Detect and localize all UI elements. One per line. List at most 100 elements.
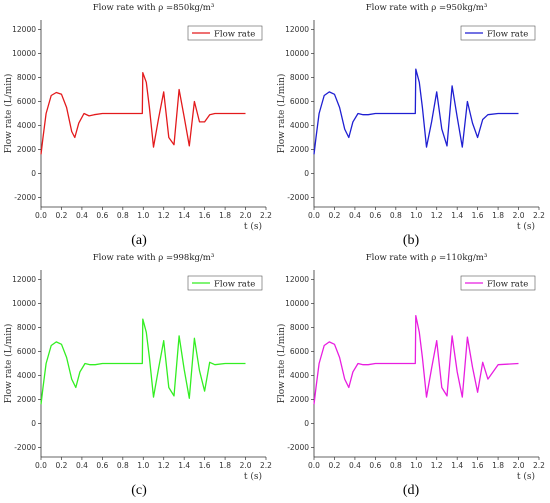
x-tick-label: 1.4 <box>178 461 190 470</box>
legend-box <box>187 25 263 41</box>
x-tick-label: 1.8 <box>219 461 231 470</box>
x-tick-label: 0.0 <box>35 461 47 470</box>
y-tick-label: -2000 <box>14 443 36 452</box>
x-axis-label: t (s) <box>244 221 262 232</box>
y-tick-label: 10000 <box>12 299 36 308</box>
legend-box <box>460 275 536 291</box>
x-tick-label: 0.8 <box>390 461 402 470</box>
x-tick-label: 0.4 <box>349 211 361 220</box>
y-tick-label: 10000 <box>285 49 309 58</box>
x-tick-label: 2.0 <box>240 461 252 470</box>
y-tick-label: 12000 <box>285 275 309 284</box>
chart-title: Flow rate with ρ =850kg/m³ <box>93 3 215 13</box>
y-tick-label: 0 <box>304 169 309 178</box>
x-tick-label: 0.6 <box>96 211 108 220</box>
y-tick-label: 10000 <box>285 299 309 308</box>
y-tick-label: 12000 <box>285 25 309 34</box>
x-tick-label: 0.2 <box>55 461 67 470</box>
y-tick-label: 4000 <box>290 371 309 380</box>
x-axis-label: t (s) <box>517 221 535 232</box>
x-tick-label: 1.2 <box>431 211 443 220</box>
y-tick-label: 12000 <box>12 275 36 284</box>
x-tick-label: 2.2 <box>533 461 545 470</box>
y-axis-label: Flow rate (L/min) <box>3 324 14 404</box>
x-tick-label: 1.6 <box>472 211 484 220</box>
flow-rate-line <box>313 314 519 405</box>
chart-panel-a: Flow rate with ρ =850kg/m³ 0.0 0.2 0.4 0.6 0.… <box>0 0 272 232</box>
y-tick-label: 6000 <box>290 347 309 356</box>
y-tick-label: -2000 <box>287 193 309 202</box>
legend-label: Flow rate <box>487 280 528 290</box>
legend-label: Flow rate <box>487 30 528 40</box>
legend-label: Flow rate <box>214 30 255 40</box>
x-tick-label: 1.0 <box>137 461 149 470</box>
x-tick-label: 0.0 <box>308 211 320 220</box>
y-tick-label: -2000 <box>287 443 309 452</box>
legend-box <box>187 275 263 291</box>
x-tick-label: 0.8 <box>390 211 402 220</box>
flow-rate-line <box>40 72 246 155</box>
x-tick-label: 1.6 <box>472 461 484 470</box>
x-tick-label: 0.6 <box>369 461 381 470</box>
chart-svg: Flow rate with ρ =850kg/m³ 0.0 0.2 0.4 0.6 0.… <box>3 3 272 232</box>
y-tick-label: 10000 <box>12 49 36 58</box>
x-tick-label: 1.8 <box>219 211 231 220</box>
panel-label-c: (c) <box>131 483 147 498</box>
x-tick-label: 2.2 <box>260 211 272 220</box>
y-tick-label: 0 <box>31 169 36 178</box>
x-tick-label: 0.2 <box>328 211 340 220</box>
y-tick-label: 8000 <box>290 73 309 82</box>
panel-label-d: (d) <box>402 483 420 498</box>
x-axis-label: t (s) <box>244 471 262 482</box>
y-tick-label: 12000 <box>12 25 36 34</box>
x-tick-label: 1.0 <box>410 461 422 470</box>
flow-rate-line <box>313 68 519 155</box>
x-tick-label: 0.2 <box>328 461 340 470</box>
flow-rate-line <box>40 318 246 405</box>
y-tick-label: 2000 <box>17 145 36 154</box>
x-tick-label: 0.0 <box>35 211 47 220</box>
x-tick-label: 0.4 <box>349 461 361 470</box>
x-tick-label: 0.4 <box>76 211 88 220</box>
x-tick-label: 1.0 <box>410 211 422 220</box>
y-axis-label: Flow rate (L/min) <box>3 74 14 154</box>
y-tick-label: 8000 <box>17 73 36 82</box>
y-tick-label: 2000 <box>17 395 36 404</box>
y-tick-label: 6000 <box>17 347 36 356</box>
x-tick-label: 0.2 <box>55 211 67 220</box>
y-tick-label: 4000 <box>17 121 36 130</box>
y-axis-label: Flow rate (L/min) <box>276 324 287 404</box>
chart-title: Flow rate with ρ =950kg/m³ <box>366 3 488 13</box>
x-tick-label: 0.8 <box>117 211 129 220</box>
x-axis-label: t (s) <box>517 471 535 482</box>
panel-label-a: (a) <box>131 233 147 248</box>
chart-panel-d: Flow rate with ρ =110kg/m³ 0.0 0.2 0.4 0.6 0.… <box>273 250 545 482</box>
chart-svg: Flow rate with ρ =950kg/m³ 0.0 0.2 0.4 0.6 0.… <box>276 3 545 232</box>
panel-label-b: (b) <box>402 233 420 248</box>
chart-svg: Flow rate with ρ =110kg/m³ 0.0 0.2 0.4 0.6 0.… <box>276 253 545 482</box>
x-tick-label: 1.2 <box>431 461 443 470</box>
x-tick-label: 1.8 <box>492 211 504 220</box>
x-tick-label: 2.0 <box>513 461 525 470</box>
x-tick-label: 1.0 <box>137 211 149 220</box>
chart-panel-b: Flow rate with ρ =950kg/m³ 0.0 0.2 0.4 0.6 0.… <box>273 0 545 232</box>
y-tick-label: 2000 <box>290 145 309 154</box>
x-tick-label: 0.6 <box>96 461 108 470</box>
legend-label: Flow rate <box>214 280 255 290</box>
x-tick-label: 0.4 <box>76 461 88 470</box>
y-tick-label: 8000 <box>17 323 36 332</box>
x-tick-label: 1.2 <box>158 211 170 220</box>
x-tick-label: 1.4 <box>178 211 190 220</box>
x-tick-label: 1.4 <box>451 461 463 470</box>
x-tick-label: 1.2 <box>158 461 170 470</box>
legend-box <box>460 25 536 41</box>
x-tick-label: 0.6 <box>369 211 381 220</box>
x-tick-label: 1.6 <box>199 461 211 470</box>
y-tick-label: 4000 <box>290 121 309 130</box>
y-tick-label: 8000 <box>290 323 309 332</box>
x-tick-label: 1.4 <box>451 211 463 220</box>
x-tick-label: 2.0 <box>513 211 525 220</box>
x-tick-label: 0.8 <box>117 461 129 470</box>
chart-title: Flow rate with ρ =110kg/m³ <box>366 253 488 263</box>
y-tick-label: 2000 <box>290 395 309 404</box>
